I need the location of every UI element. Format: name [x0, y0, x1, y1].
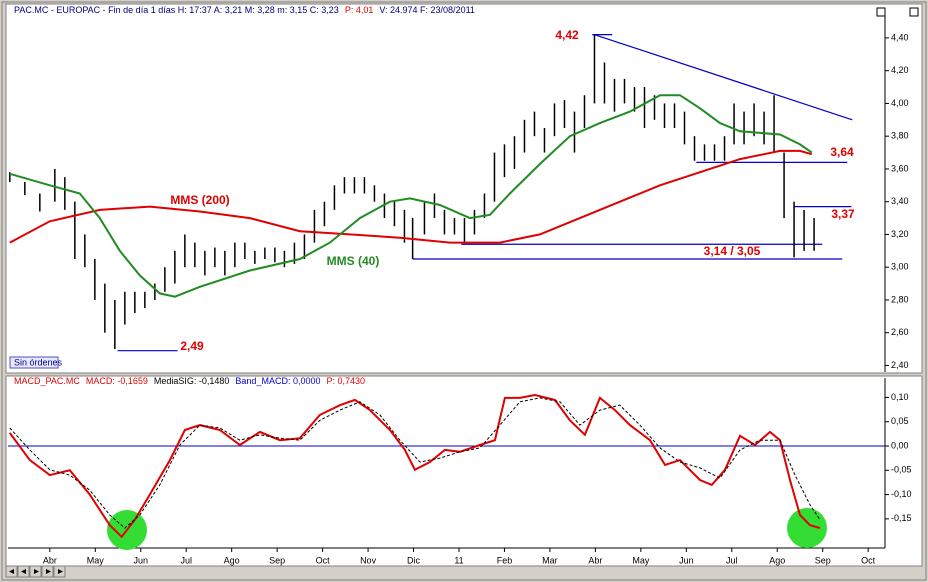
series-label: MMS (40) [327, 254, 380, 268]
nav-buttons [5, 565, 66, 578]
series-line [9, 397, 821, 529]
header-item: PAC.MC - EUROPAC - Fin de día 1 días H: … [14, 5, 339, 15]
y-tick-label: 3,20 [891, 229, 909, 239]
x-tick-label: 11 [454, 555, 463, 565]
header-item: MACD_PAC.MC [14, 376, 80, 386]
price-panel [5, 3, 923, 374]
annotation-label: 4,42 [555, 28, 579, 42]
header-item: P: 0,7430 [326, 376, 365, 386]
y-tick-label: 0,05 [891, 416, 909, 426]
x-tick-label: Jun [679, 555, 694, 565]
y-tick-label: 4,40 [891, 32, 909, 42]
y-tick-label: 0,10 [891, 392, 909, 402]
x-tick-label: Dic [407, 555, 420, 565]
annotation-line [594, 34, 853, 121]
x-tick-label: Oct [316, 555, 331, 565]
y-tick-label: -0,10 [891, 489, 912, 499]
x-tick-label: Oct [861, 555, 876, 565]
x-tick-label: Jul [726, 555, 738, 565]
orders-button[interactable] [9, 356, 59, 369]
header-item: MediaSIG: -0,1480 [154, 376, 230, 386]
header-item: P: 4,01 [345, 5, 374, 15]
annotation-label: 2,49 [180, 339, 204, 353]
x-tick-label: Sep [815, 555, 831, 565]
y-tick-label: 3,80 [891, 131, 909, 141]
x-tick-label: Ago [224, 555, 240, 565]
series-label: MMS (200) [170, 193, 229, 207]
x-tick-label: Jul [180, 555, 192, 565]
highlight-circle [787, 508, 827, 548]
x-tick-label: Jun [133, 555, 148, 565]
x-tick-label: May [632, 555, 650, 565]
x-tick-label: Abr [588, 555, 602, 565]
y-tick-label: 0,00 [891, 440, 909, 450]
annotation-label: 3,37 [831, 207, 855, 221]
series-line [9, 149, 813, 244]
orders-button-label: Sin órdenes [14, 357, 63, 367]
y-tick-label: 4,00 [891, 98, 909, 108]
x-tick-label: Feb [497, 555, 513, 565]
header-item: V: 24.974 F: 23/08/2011 [379, 5, 475, 15]
y-tick-label: 3,00 [891, 262, 909, 272]
nav-arrows [9, 569, 63, 574]
annotation-label: 3,14 / 3,05 [704, 244, 761, 258]
window-control[interactable] [909, 7, 919, 17]
panel-header: PAC.MC - EUROPAC - Fin de día 1 días H: … [14, 5, 475, 15]
y-tick-label: 2,60 [891, 327, 909, 337]
x-tick-label: Nov [360, 555, 377, 565]
y-tick-label: 3,40 [891, 196, 909, 206]
x-tick-label: Abr [43, 555, 57, 565]
x-tick-label: Ago [769, 555, 785, 565]
header-item: MACD: -0,1659 [86, 376, 148, 386]
y-tick-label: 2,40 [891, 360, 909, 370]
x-tick-label: Sep [269, 555, 285, 565]
annotation-label: 3,64 [830, 145, 854, 159]
series-line [9, 94, 813, 298]
header-item: Band_MACD: 0,0000 [235, 376, 320, 386]
y-tick-label: 3,60 [891, 163, 909, 173]
x-tick-label: Mar [542, 555, 558, 565]
y-tick-label: 4,20 [891, 65, 909, 75]
window-control[interactable] [876, 7, 886, 17]
y-tick-label: -0,05 [891, 465, 912, 475]
x-tick-label: May [87, 555, 105, 565]
y-tick-label: -0,15 [891, 513, 912, 523]
panel-header: MACD_PAC.MC MACD: -0,1659 MediaSIG: -0,148… [14, 376, 365, 386]
macd-panel [5, 375, 923, 567]
y-tick-label: 2,80 [891, 294, 909, 304]
